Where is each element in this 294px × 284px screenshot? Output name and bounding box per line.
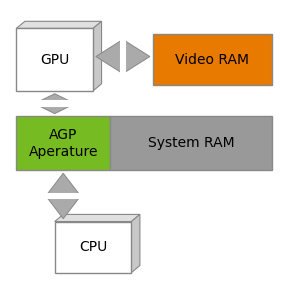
FancyBboxPatch shape — [110, 116, 272, 170]
FancyBboxPatch shape — [55, 222, 131, 273]
Text: CPU: CPU — [79, 240, 107, 254]
Text: GPU: GPU — [40, 53, 69, 67]
FancyBboxPatch shape — [153, 34, 272, 85]
Polygon shape — [55, 214, 140, 222]
Text: System RAM: System RAM — [148, 136, 234, 151]
Polygon shape — [96, 41, 121, 72]
Polygon shape — [48, 173, 79, 194]
FancyBboxPatch shape — [16, 116, 110, 170]
Text: Video RAM: Video RAM — [175, 53, 249, 67]
Polygon shape — [93, 21, 101, 91]
Polygon shape — [39, 94, 70, 101]
Polygon shape — [16, 21, 101, 28]
FancyBboxPatch shape — [16, 28, 93, 91]
Polygon shape — [125, 41, 150, 72]
Text: AGP
Aperature: AGP Aperature — [29, 128, 98, 158]
Polygon shape — [39, 106, 70, 114]
Polygon shape — [131, 214, 140, 273]
Polygon shape — [48, 198, 79, 219]
